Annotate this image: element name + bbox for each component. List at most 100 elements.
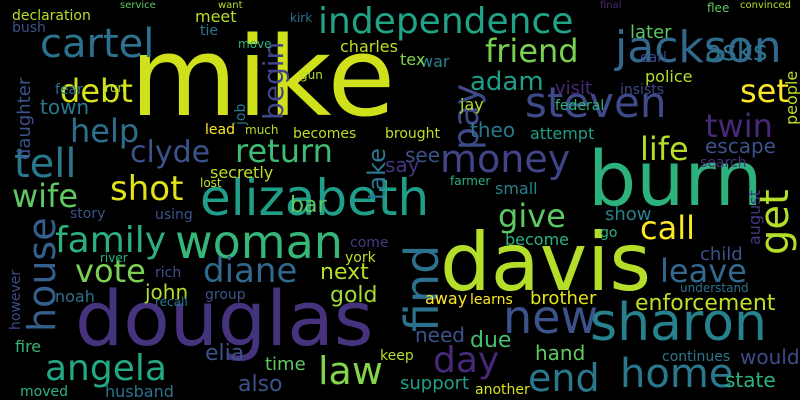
word: due: [470, 328, 511, 353]
word: later: [630, 22, 672, 43]
word: insists: [620, 82, 664, 98]
word: lost: [200, 176, 222, 190]
word: lead: [205, 122, 235, 138]
word: earl: [640, 50, 667, 66]
word: elia: [205, 341, 244, 366]
word: john: [144, 280, 188, 304]
word: go: [600, 225, 617, 241]
word: federal: [555, 98, 604, 114]
word: day: [433, 340, 499, 381]
word: becomes: [293, 126, 356, 142]
word: tell: [14, 141, 77, 187]
word: final: [600, 0, 622, 11]
word: angela: [45, 348, 167, 389]
word: find: [395, 245, 449, 332]
word: cartel: [40, 21, 154, 67]
word: away: [425, 289, 467, 308]
word: time: [265, 354, 306, 375]
word: tie: [200, 23, 218, 39]
word: people: [782, 71, 800, 125]
word: attempt: [530, 124, 594, 143]
word: come: [350, 235, 389, 251]
word: set: [740, 72, 789, 110]
word: moved: [20, 384, 68, 400]
word: independence: [318, 1, 573, 42]
word: gun: [300, 68, 323, 82]
word: twin: [705, 107, 773, 145]
word: end: [528, 356, 600, 400]
word: help: [70, 112, 139, 150]
word: run: [105, 81, 125, 95]
word: meet: [195, 7, 237, 26]
word: want: [218, 0, 243, 11]
word: war: [420, 52, 450, 71]
word: group: [205, 287, 246, 303]
word: jay: [459, 95, 484, 114]
word: visit: [555, 78, 592, 99]
word: adam: [470, 67, 544, 97]
word: bar: [290, 193, 327, 218]
word: declaration: [12, 8, 91, 24]
word: learns: [470, 292, 513, 308]
word: house: [20, 217, 64, 332]
word: woman: [175, 215, 343, 269]
word: brought: [385, 126, 441, 142]
word: york: [345, 250, 377, 266]
word: move: [238, 37, 272, 51]
word: understand: [680, 281, 749, 295]
word: charles: [340, 37, 398, 56]
word: recall: [155, 295, 188, 309]
word: get: [752, 189, 798, 255]
word: flee: [707, 1, 729, 15]
word: kirk: [290, 11, 312, 25]
word: police: [645, 67, 692, 86]
word: jackson: [614, 22, 782, 73]
word: hand: [535, 341, 585, 365]
word: farmer: [450, 174, 490, 188]
word: escape: [705, 134, 776, 158]
word: douglas: [75, 274, 373, 363]
word: brother: [530, 288, 597, 309]
word: give: [498, 197, 566, 235]
word: gold: [330, 283, 378, 308]
word: davis: [440, 216, 651, 309]
word: life: [640, 130, 689, 168]
word: theo: [470, 118, 515, 142]
word: august: [745, 190, 764, 245]
word: service: [120, 0, 156, 11]
word: become: [505, 230, 569, 249]
word: show: [605, 204, 652, 225]
word: using: [155, 207, 193, 223]
word: vote: [75, 252, 146, 290]
word: secretly: [210, 163, 273, 182]
word: convinced: [740, 0, 791, 11]
word: diane: [203, 251, 297, 291]
word: continues: [662, 349, 730, 365]
word: shot: [110, 169, 183, 209]
word: would: [740, 345, 800, 369]
word: keep: [380, 348, 414, 364]
word: friend: [485, 32, 579, 70]
word: say: [385, 153, 420, 177]
word: bush: [12, 20, 46, 36]
word: home: [620, 351, 733, 397]
word: money: [440, 137, 570, 181]
word: take: [363, 148, 391, 200]
word: see: [405, 143, 440, 167]
word: small: [495, 179, 538, 198]
word: also: [238, 372, 283, 397]
word: husband: [105, 382, 174, 400]
word: fire: [15, 337, 41, 356]
word: enforcement: [635, 291, 776, 316]
word: however: [8, 270, 24, 330]
word: much: [245, 123, 279, 137]
word: wife: [12, 177, 78, 215]
word: daughter: [14, 77, 35, 160]
word: mike: [130, 13, 395, 141]
word: sharon: [590, 293, 767, 353]
word: burn: [588, 134, 763, 223]
word: family: [55, 220, 166, 261]
word: steven: [525, 78, 667, 127]
